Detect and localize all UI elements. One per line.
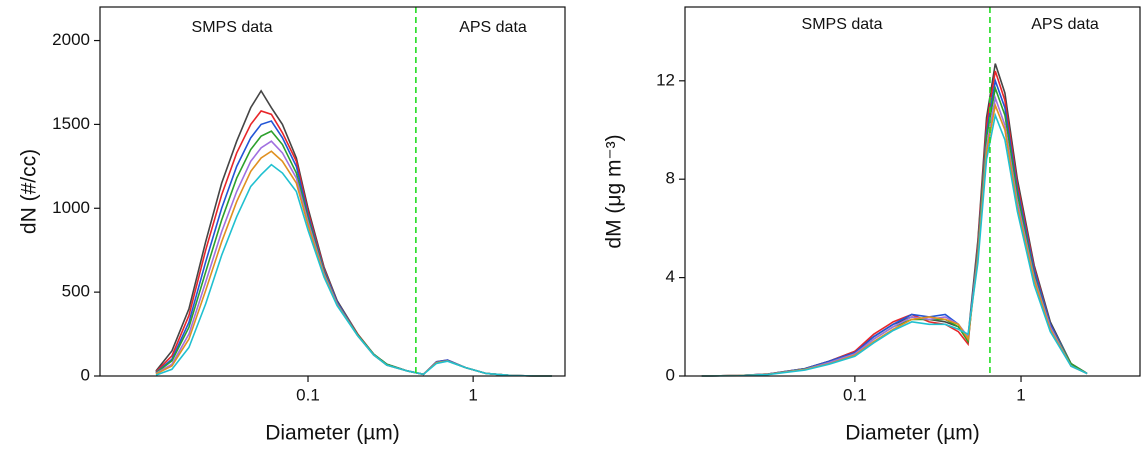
x-tick-label: 1	[468, 385, 477, 404]
y-tick-label: 0	[81, 365, 90, 384]
y-tick-label: 2000	[52, 30, 90, 49]
y-tick-label: 500	[62, 282, 90, 301]
series-line	[155, 150, 552, 377]
series-line	[701, 77, 1088, 377]
plot-frame	[99, 6, 566, 377]
annotation: APS data	[459, 19, 527, 36]
x-axis-label: Diameter (µm)	[265, 422, 400, 445]
x-tick-label: 0.1	[296, 385, 320, 404]
x-axis-label: Diameter (µm)	[845, 422, 980, 445]
series-line	[701, 112, 1088, 377]
series-line	[701, 85, 1088, 377]
series-line	[155, 89, 552, 377]
y-tick-label: 8	[666, 169, 675, 188]
y-axis-label: dM (μg m⁻³)	[603, 134, 626, 248]
x-tick-label: 0.1	[843, 385, 867, 404]
y-axis-label: dN (#/cc)	[18, 149, 41, 234]
x-tick-label: 1	[1016, 385, 1025, 404]
y-tick-label: 4	[666, 267, 675, 286]
series-line	[155, 110, 552, 377]
annotation: SMPS data	[192, 19, 273, 36]
plot-frame	[684, 6, 1141, 377]
annotation: APS data	[1031, 16, 1099, 33]
y-tick-label: 12	[656, 70, 675, 89]
y-tick-label: 0	[666, 365, 675, 384]
annotation: SMPS data	[802, 16, 883, 33]
series-line	[155, 120, 552, 377]
y-tick-label: 1500	[52, 114, 90, 133]
y-tick-label: 1000	[52, 198, 90, 217]
series-line	[155, 163, 552, 377]
